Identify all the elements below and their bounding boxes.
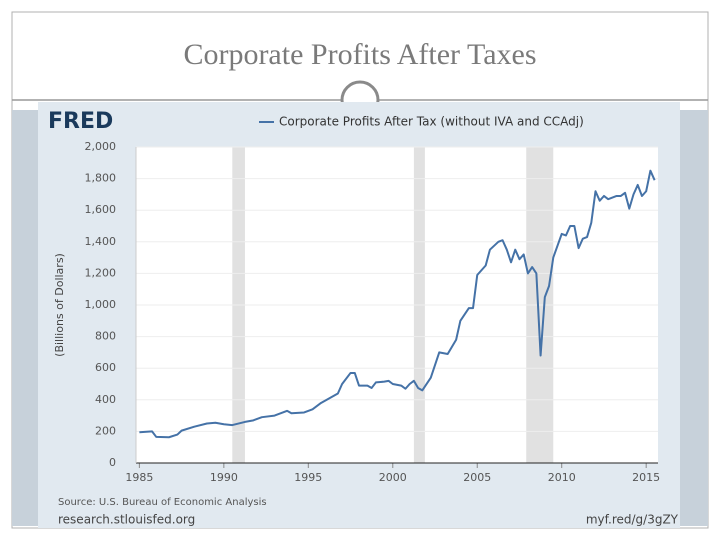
x-tick-label: 1995 [294,471,322,484]
source: Source: U.S. Bureau of Economic Analysis [58,497,267,508]
y-tick-label: 1,200 [85,266,117,279]
y-tick-label: 2,000 [85,140,117,153]
logo: FRED [48,109,113,134]
x-tick-label: 2010 [548,471,576,484]
y-tick-label: 800 [95,330,116,343]
side-panel [12,110,38,526]
y-tick-label: 400 [95,393,116,406]
slide-title: Corporate Profits After Taxes [183,38,536,71]
x-tick-label: 2000 [379,471,407,484]
data-line [139,169,656,439]
x-tick-label: 1990 [210,471,238,484]
x-tick-label: 1985 [125,471,153,484]
y-tick-label: 0 [109,456,116,469]
site: research.stlouisfed.org [58,513,195,527]
y-tick-label: 1,400 [85,235,117,248]
legend-label: Corporate Profits After Tax (without IVA… [279,115,584,129]
side-panel [680,110,708,526]
link: myf.red/g/3gZY [586,513,679,527]
y-tick-label: 600 [95,361,116,374]
x-tick-label: 2005 [463,471,491,484]
y-tick-label: 1,800 [85,172,117,185]
y-tick-label: 1,000 [85,298,117,311]
y-tick-label: 1,600 [85,203,117,216]
y-tick-label: 200 [95,424,116,437]
x-tick-label: 2015 [632,471,660,484]
y-axis-label: (Billions of Dollars) [53,253,66,357]
